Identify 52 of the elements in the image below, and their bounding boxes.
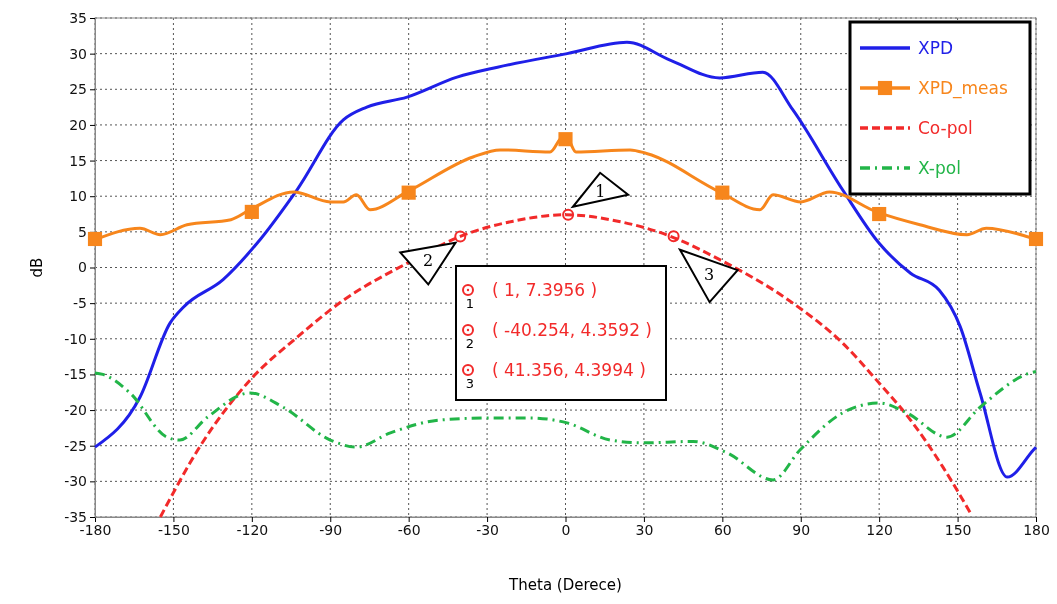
y-tick-label: 30 [69, 45, 87, 62]
point [244, 204, 259, 219]
x-tick-label: -90 [319, 521, 343, 538]
point [872, 206, 887, 222]
y-tick-label: -5 [73, 295, 87, 312]
y-tick-label: 35 [69, 9, 87, 26]
legend-label: X-pol [918, 158, 961, 178]
y-tick-label: 15 [69, 152, 87, 169]
annotation: ( 1, 7.3956 ) [492, 280, 598, 300]
point [1028, 231, 1044, 247]
y-tick-label: -25 [64, 437, 87, 454]
annotation: ( 41.356, 4.3994 ) [492, 360, 646, 380]
x-tick-label: -30 [476, 521, 500, 538]
text: 2 [465, 336, 475, 351]
y-tick-label: 0 [78, 259, 87, 276]
legend-label: XPD_meas [918, 78, 1008, 99]
point [401, 185, 416, 200]
text: 3 [465, 376, 475, 391]
x-tick-label: 120 [866, 521, 894, 538]
y-tick-label: 25 [69, 81, 87, 98]
point [87, 231, 103, 247]
legend-label: Co-pol [918, 118, 973, 138]
x-tick-label: 90 [792, 521, 811, 538]
x-tick-label: 60 [713, 521, 732, 538]
text: 1 [465, 296, 475, 311]
x-tick-label: 30 [635, 521, 654, 538]
callout-triangle: 2 [398, 241, 458, 287]
x-axis-title: Theta (Derece) [508, 576, 622, 594]
y-tick-label: -10 [64, 330, 87, 347]
legend-label: XPD [918, 38, 953, 58]
y-tick-label: 5 [78, 223, 87, 240]
y-axis-title: dB [28, 257, 46, 278]
x-tick-label: -60 [397, 521, 421, 538]
x-tick-label: -120 [236, 521, 269, 538]
annotation: 1 [595, 182, 606, 202]
x-tick-label: 180 [1023, 521, 1050, 538]
y-tick-label: 20 [69, 116, 87, 133]
x-tick-label: -150 [158, 521, 190, 538]
annotation: ( -40.254, 4.3592 ) [492, 320, 652, 340]
point [715, 185, 730, 200]
callout-triangle: 3 [677, 247, 740, 304]
point [558, 132, 573, 147]
y-tick-label: 10 [69, 188, 87, 205]
callout-triangle: 1 [570, 171, 631, 209]
line-series [93, 40, 1038, 479]
x-tick-label: 0 [561, 521, 571, 538]
y-tick-label: -15 [64, 366, 87, 383]
x-tick-label: 150 [944, 521, 972, 538]
annotation: 2 [422, 250, 434, 270]
y-tick-label: -20 [64, 402, 87, 419]
y-tick-label: -30 [64, 473, 87, 490]
annotation: 3 [703, 265, 715, 285]
